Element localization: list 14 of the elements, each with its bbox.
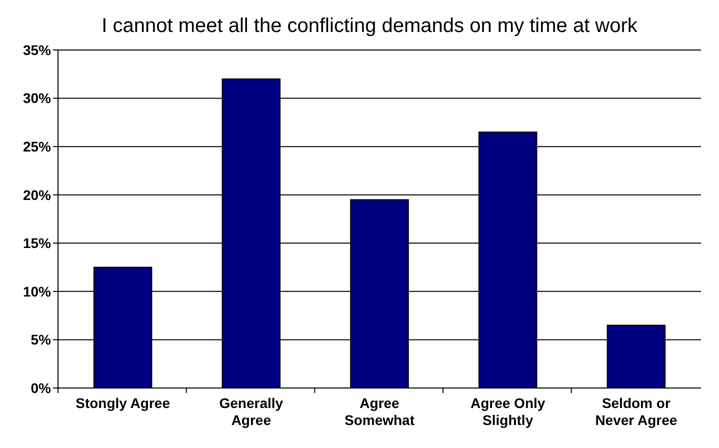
x-tick-label: Seldom or Never Agree: [595, 395, 678, 428]
y-tick-label: 0%: [30, 380, 52, 396]
x-tick-label: Generally Agree: [219, 395, 284, 428]
y-tick-label: 25%: [22, 138, 52, 154]
y-tick-label: 20%: [22, 186, 52, 203]
y-tick-label: 10%: [22, 283, 52, 300]
chart-title: I cannot meet all the conflicting demands on my time at work: [102, 15, 638, 37]
y-tick-label: 35%: [22, 42, 52, 58]
x-tick-label: Agree Somewhat: [344, 395, 415, 428]
x-tick-label: Stongly Agree: [76, 395, 170, 411]
x-tick-label: Agree Only Slightly: [470, 395, 546, 428]
y-tick-label: 5%: [30, 332, 52, 348]
y-tick-label: 15%: [22, 235, 52, 252]
y-tick-label: 30%: [22, 90, 52, 106]
